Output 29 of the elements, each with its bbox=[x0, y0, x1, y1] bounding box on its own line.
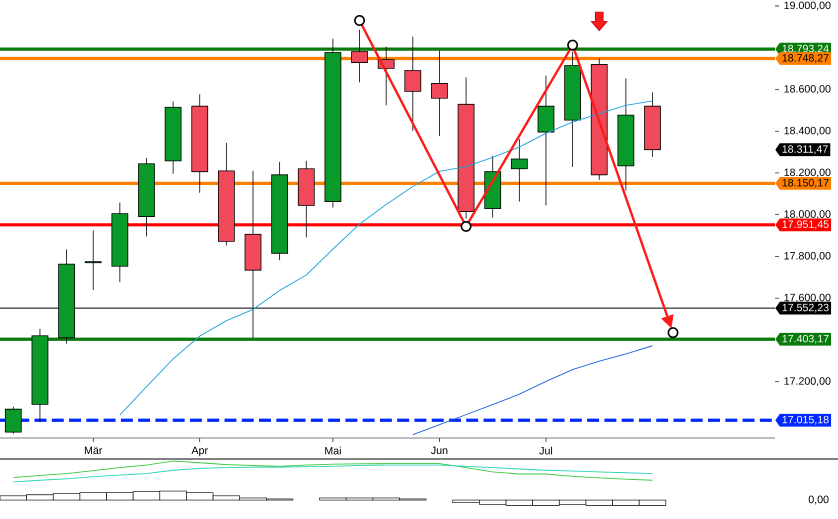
y-tick-label: 19.000,00 bbox=[784, 2, 831, 10]
line-series bbox=[412, 345, 653, 436]
ref-line-label: 18.793,24 bbox=[782, 44, 829, 54]
ref-line-label: 18.150,17 bbox=[782, 178, 829, 188]
y-tick-label: 18.000,00 bbox=[784, 210, 831, 220]
candlestick bbox=[404, 36, 422, 132]
ref-line-label: 17.552,23 bbox=[782, 304, 829, 313]
text: 18.311,47 bbox=[782, 145, 828, 154]
candlestick bbox=[510, 138, 528, 202]
ref-line-label: 17.015,18 bbox=[782, 416, 829, 425]
y-tick-label: 17.200,00 bbox=[784, 377, 831, 386]
candlestick bbox=[351, 29, 368, 83]
y-tick-label: 18.200,00 bbox=[784, 168, 831, 178]
ref-line-label: 17.403,17 bbox=[782, 334, 829, 344]
y-tick-label: 17.600,00 bbox=[784, 294, 831, 303]
candlestick bbox=[4, 406, 22, 434]
y-tick-label: 17.800,00 bbox=[784, 252, 831, 261]
line-series bbox=[119, 100, 653, 416]
ref-line-label: 18.748,27 bbox=[782, 54, 829, 63]
candlestick bbox=[431, 50, 448, 136]
text: 0,00 bbox=[808, 496, 829, 504]
x-tick-label: Mai bbox=[325, 446, 341, 454]
x-tick-label: Apr bbox=[191, 446, 208, 456]
ref-line-label: 17.951,45 bbox=[782, 220, 829, 230]
x-tick-label: Mär bbox=[84, 446, 102, 454]
y-tick-label: 18.400,00 bbox=[784, 126, 831, 136]
x-tick-label: Jul bbox=[539, 446, 552, 454]
y-tick-label: 18.600,00 bbox=[784, 85, 831, 94]
x-tick-label: Jun bbox=[431, 446, 448, 454]
